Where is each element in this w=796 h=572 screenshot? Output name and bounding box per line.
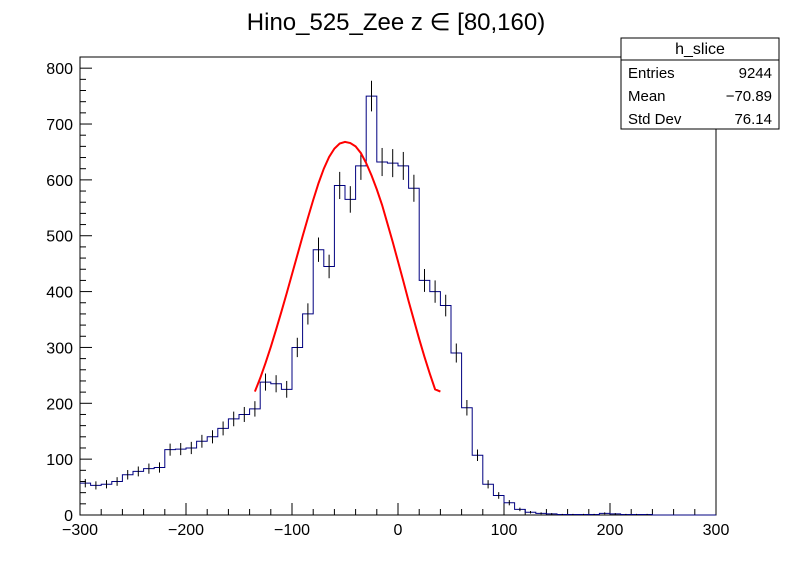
y-tick-label: 700 — [46, 117, 73, 134]
stats-box: h_slice Entries 9244 Mean −70.89 Std Dev… — [620, 37, 780, 130]
y-tick-label: 0 — [64, 508, 73, 525]
x-axis: −300 −200 −100 0 100 200 300 — [62, 503, 729, 539]
stats-label-entries: Entries — [628, 65, 675, 82]
x-tick-label: 200 — [597, 522, 624, 539]
stats-value-entries: 9244 — [739, 65, 772, 82]
y-tick-label: 500 — [46, 229, 73, 246]
stats-value-mean: −70.89 — [726, 88, 772, 105]
chart-title: Hino_525_Zee z ∈ [80,160) — [247, 9, 545, 36]
y-axis: 0 100 200 300 400 500 600 700 800 — [46, 56, 92, 525]
x-tick-label: 0 — [394, 522, 403, 539]
stats-box-frame — [620, 37, 780, 130]
y-tick-label: 600 — [46, 173, 73, 190]
stats-box-title: h_slice — [675, 41, 725, 58]
y-tick-label: 300 — [46, 340, 73, 357]
stats-label-mean: Mean — [628, 88, 666, 105]
stats-label-std-dev: Std Dev — [628, 111, 682, 128]
y-tick-label: 100 — [46, 452, 73, 469]
y-tick-label: 200 — [46, 396, 73, 413]
y-tick-label: 400 — [46, 285, 73, 302]
y-tick-label: 800 — [46, 61, 73, 78]
x-tick-label: −300 — [62, 522, 98, 539]
fit-curve-series — [253, 140, 441, 393]
fit-curve — [253, 140, 441, 393]
x-tick-label: −100 — [274, 522, 310, 539]
histogram-outline — [80, 95, 716, 516]
x-tick-label: 100 — [491, 522, 518, 539]
x-tick-label: −200 — [168, 522, 204, 539]
x-tick-label: 300 — [703, 522, 730, 539]
stats-value-std-dev: 76.14 — [734, 111, 772, 128]
histogram-series — [80, 80, 716, 516]
